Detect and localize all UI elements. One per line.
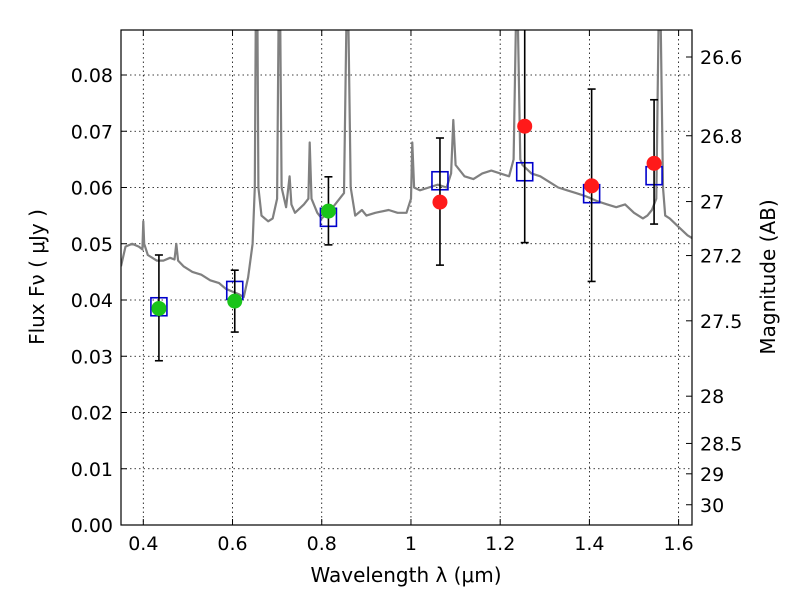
x-tick-label: 0.6 (217, 533, 247, 555)
spectrum-line (121, 30, 692, 299)
plot-area (121, 30, 692, 362)
y-tick-label: 0.03 (71, 346, 113, 368)
observed-nir-point (432, 194, 448, 210)
y2-tick-label: 28.5 (700, 433, 742, 455)
observed-optical-point (320, 203, 336, 219)
y2-tick-label: 26.6 (700, 47, 742, 69)
y-tick-label: 0.00 (71, 515, 113, 537)
y2-tick-label: 27.5 (700, 311, 742, 333)
y-tick-label: 0.04 (71, 290, 113, 312)
axes: 0.4 0.6 0.8 1 1.2 1.4 1.6 0.00 0.01 0.02 0.03 0.04 0… (71, 29, 742, 555)
grid-lines (121, 30, 692, 526)
y-tick-label: 0.05 (71, 234, 113, 256)
observed-nir-point (517, 118, 533, 134)
y-tick-label: 0.07 (71, 121, 113, 143)
y2-tick-label: 26.8 (700, 126, 742, 148)
plot-frame (120, 29, 693, 526)
x-axis-label: Wavelength λ (μm) (310, 563, 501, 587)
observed-nir-point (646, 155, 662, 171)
observed-optical-point (151, 300, 167, 316)
y2-tick-label: 28 (700, 386, 724, 408)
y2-tick-label: 30 (700, 495, 724, 517)
x-tick-label: 1.6 (664, 533, 694, 555)
observed-nir-point (584, 178, 600, 194)
y-tick-label: 0.02 (71, 403, 113, 425)
y-tick-label: 0.06 (71, 178, 113, 200)
x-tick-label: 0.4 (128, 533, 158, 555)
y2-axis-label: Magnitude (AB) (756, 199, 780, 354)
y2-tick-label: 27.2 (700, 246, 742, 268)
y-tick-label: 0.01 (71, 459, 113, 481)
observed-optical-point (227, 293, 243, 309)
x-tick-label: 1.2 (485, 533, 515, 555)
y2-tick-label: 29 (700, 464, 724, 486)
y2-tick-label: 27 (700, 192, 724, 214)
x-tick-label: 1 (405, 533, 417, 555)
y-tick-label: 0.08 (71, 65, 113, 87)
y-axis-label: Flux Fν ( μJy ) (25, 209, 49, 345)
x-tick-label: 1.4 (574, 533, 604, 555)
x-tick-label: 0.8 (307, 533, 337, 555)
